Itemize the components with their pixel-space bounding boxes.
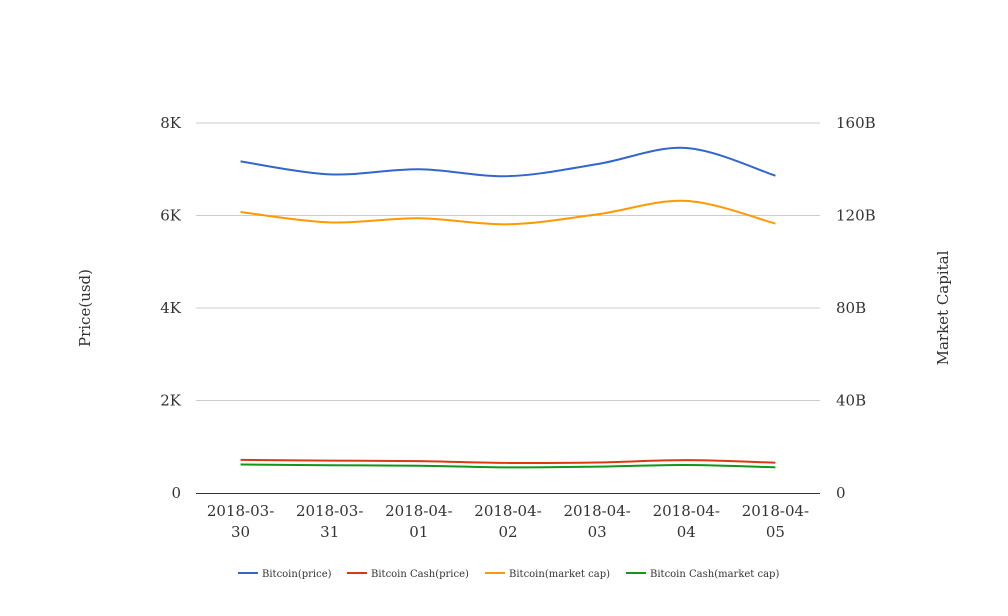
legend-item: Bitcoin Cash(market cap) — [626, 569, 779, 580]
legend-item: Bitcoin(market cap) — [485, 569, 610, 580]
x-tick-label: 2018-03- 31 — [296, 502, 363, 541]
x-tick-label-line: 2018-04- — [474, 502, 541, 520]
legend: Bitcoin(price) Bitcoin Cash(price) Bitcoin… — [238, 569, 779, 580]
legend-item: Bitcoin(price) — [238, 569, 332, 580]
right-tick-label: 40B — [836, 392, 866, 410]
x-tick-label-line: 04 — [677, 523, 696, 541]
right-tick-label: 120B — [836, 207, 876, 225]
x-tick-label-line: 2018-04- — [385, 502, 452, 520]
left-tick-label: 8K — [160, 114, 182, 132]
x-tick-label: 2018-04- 01 — [385, 502, 452, 541]
legend-label: Bitcoin Cash(market cap) — [650, 569, 779, 580]
legend-label: Bitcoin(market cap) — [509, 569, 610, 580]
x-tick-label: 2018-04- 02 — [474, 502, 541, 541]
left-y-axis: 0 2K 4K 6K 8K — [160, 114, 182, 502]
x-tick-label-line: 30 — [231, 523, 250, 541]
series-line-bitcoin-cash-market-cap — [240, 463, 776, 469]
left-tick-label: 6K — [160, 207, 182, 225]
right-axis-title: Market Capital — [934, 250, 952, 365]
x-tick-label-line: 02 — [498, 523, 517, 541]
legend-label: Bitcoin(price) — [262, 569, 332, 580]
x-tick-label-line: 2018-04- — [742, 502, 809, 520]
series-lines — [240, 146, 776, 469]
series-line-bitcoin-cash-price — [240, 458, 776, 465]
series-line-bitcoin-market-cap — [240, 199, 776, 226]
x-tick-label-line: 2018-03- — [207, 502, 274, 520]
x-tick-label-line: 2018-04- — [653, 502, 720, 520]
x-tick-label-line: 2018-04- — [563, 502, 630, 520]
x-tick-label-line: 03 — [588, 523, 607, 541]
x-tick-label: 2018-04- 03 — [563, 502, 630, 541]
right-tick-label: 160B — [836, 114, 876, 132]
x-tick-label-line: 01 — [409, 523, 428, 541]
x-tick-label: 2018-04- 04 — [653, 502, 720, 541]
series-line-bitcoin-price — [240, 146, 776, 178]
left-axis-title: Price(usd) — [76, 269, 94, 347]
x-tick-label-line: 2018-03- — [296, 502, 363, 520]
legend-item: Bitcoin Cash(price) — [347, 569, 469, 580]
left-tick-label: 0 — [171, 484, 181, 502]
right-tick-label: 0 — [836, 484, 846, 502]
x-tick-label-line: 31 — [320, 523, 339, 541]
x-tick-label-line: 05 — [766, 523, 785, 541]
legend-label: Bitcoin Cash(price) — [371, 569, 469, 580]
right-tick-label: 80B — [836, 299, 866, 317]
x-tick-label: 2018-03- 30 — [207, 502, 274, 541]
x-tick-label: 2018-04- 05 — [742, 502, 809, 541]
x-axis: 2018-03- 30 2018-03- 31 2018-04- 01 2018-04- 02… — [207, 502, 809, 541]
left-tick-label: 2K — [160, 392, 182, 410]
right-y-axis: 0 40B 80B 120B 160B — [836, 114, 876, 502]
gridlines — [196, 122, 820, 401]
left-tick-label: 4K — [160, 299, 182, 317]
